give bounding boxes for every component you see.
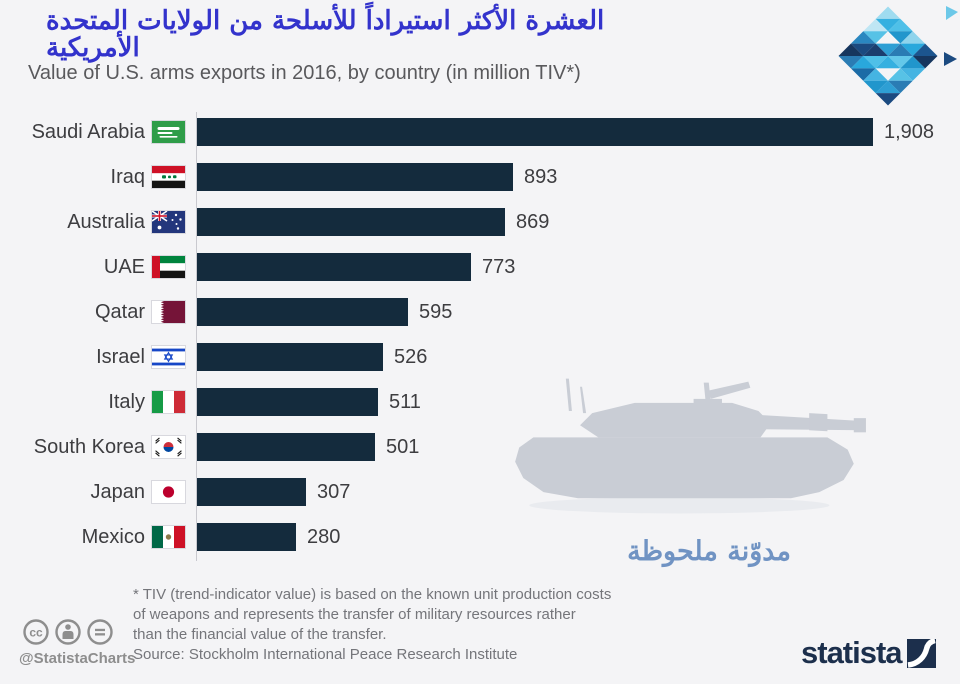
statista-diamond-mosaic-icon [838, 6, 958, 106]
bar-australia [197, 208, 505, 236]
flag-south-korea-icon [152, 436, 185, 458]
bar-row-mexico: Mexico 280 [0, 523, 960, 551]
statista-charts-handle[interactable]: @StatistaCharts [19, 650, 136, 667]
bar-row-south-korea: South Korea 501 [0, 433, 960, 461]
bar-uae [197, 253, 471, 281]
bar-value: 869 [516, 211, 550, 233]
country-label: Israel [96, 346, 145, 368]
flag-iraq-icon [152, 166, 185, 188]
bar-israel [197, 343, 383, 371]
bar-value: 280 [307, 526, 341, 548]
country-label: South Korea [33, 436, 145, 458]
bar-row-australia: Australia 869 [0, 208, 960, 236]
footnote-line-3: than the financial value of the transfer… [133, 626, 387, 643]
title-line-2: الأمريكية [46, 33, 140, 63]
no-derivatives-equals-icon [95, 628, 105, 636]
country-label: Italy [108, 391, 145, 413]
chart-subtitle: Value of U.S. arms exports in 2016, by c… [28, 62, 581, 84]
bar-row-italy: Italy 511 [0, 388, 960, 416]
bar-south-korea [197, 433, 375, 461]
country-label: Qatar [94, 301, 145, 323]
country-label: Australia [67, 211, 145, 233]
source-credit: Source: Stockholm International Peace Re… [133, 646, 518, 663]
statista-logo[interactable]: statista [801, 636, 936, 670]
flag-saudi-arabia-icon [152, 121, 185, 143]
bar-value: 511 [389, 391, 421, 413]
bar-saudi-arabia [197, 118, 873, 146]
country-label: Japan [90, 481, 146, 503]
footnote-line-1: * TIV (trend-indicator value) is based o… [133, 586, 612, 603]
country-label: Mexico [81, 526, 145, 548]
flag-qatar-icon [152, 301, 185, 323]
y-axis-line [196, 112, 197, 561]
bar-iraq [197, 163, 513, 191]
footnote-line-2: of weapons and represents the transfer o… [133, 606, 576, 623]
bar-row-uae: UAE 773 [0, 253, 960, 281]
bar-value: 773 [482, 256, 516, 278]
bar-row-saudi-arabia: Saudi Arabia 1,908 [0, 118, 960, 146]
bar-value: 595 [419, 301, 453, 323]
bar-qatar [197, 298, 408, 326]
statista-square-swoosh-icon [906, 638, 936, 668]
tank-silhouette-icon [515, 378, 866, 514]
bar-row-japan: Japan 307 [0, 478, 960, 506]
bar-italy [197, 388, 378, 416]
bar-row-iraq: Iraq 893 [0, 163, 960, 191]
watermark-caption-arabic: مدوّنة ملحوظة [627, 536, 791, 567]
flag-italy-icon [152, 391, 185, 413]
page-title-arabic: العشرة الأكثر استيراداً للأسلحة من الولا… [46, 8, 806, 62]
flag-japan-icon [152, 481, 185, 503]
statista-wordmark: statista [801, 635, 903, 670]
tiv-footnote: * TIV (trend-indicator value) is based o… [133, 585, 611, 645]
bar-value: 501 [386, 436, 420, 458]
bar-value: 526 [394, 346, 428, 368]
bar-row-qatar: Qatar 595 [0, 298, 960, 326]
title-line-1: العشرة الأكثر استيراداً للأسلحة من الولا… [46, 6, 605, 36]
cc-icon: cc [29, 626, 43, 640]
attribution-person-icon [62, 624, 74, 639]
flag-australia-icon [152, 211, 185, 233]
flag-uae-icon [152, 256, 185, 278]
country-label: Iraq [110, 166, 145, 188]
bar-value: 893 [524, 166, 558, 188]
flag-israel-icon [152, 346, 185, 368]
bar-mexico [197, 523, 296, 551]
bar-japan [197, 478, 306, 506]
bar-value: 1,908 [884, 121, 935, 143]
creative-commons-license-icons[interactable]: cc [22, 617, 116, 647]
country-label: Saudi Arabia [31, 121, 145, 143]
bar-value: 307 [317, 481, 351, 503]
flag-mexico-icon [152, 526, 185, 548]
bar-row-israel: Israel 526 [0, 343, 960, 371]
country-label: UAE [103, 256, 145, 278]
